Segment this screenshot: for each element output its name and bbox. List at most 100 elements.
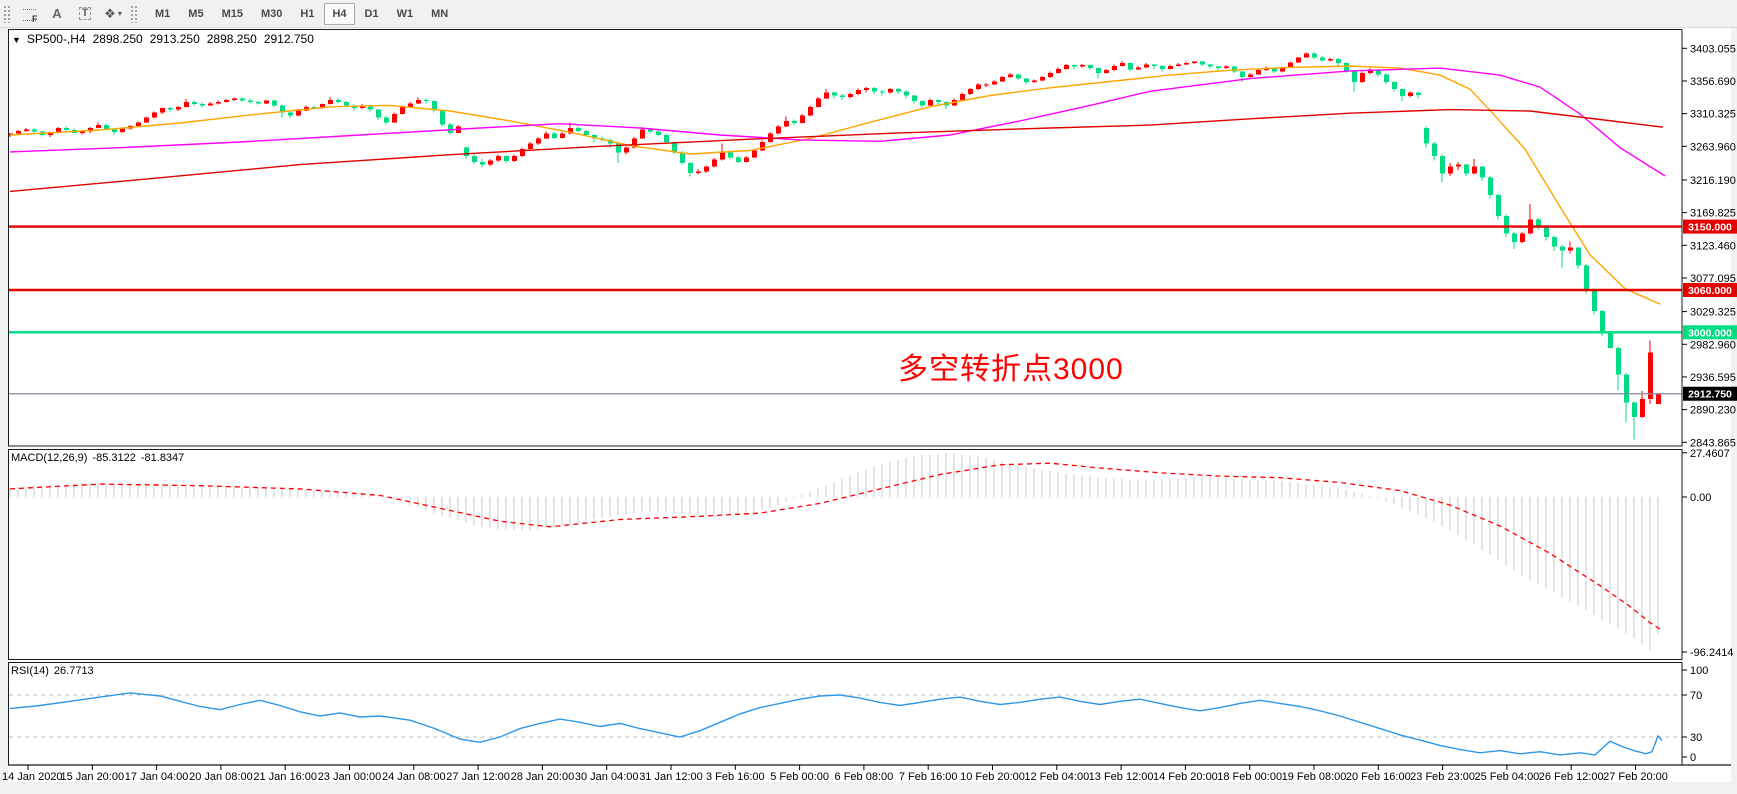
ma-slow-line — [9, 108, 1664, 193]
svg-text:20 Feb 16:00: 20 Feb 16:00 — [1346, 771, 1411, 783]
svg-text:2890.230: 2890.230 — [1690, 405, 1736, 417]
price-badge-3150.000: 3150.000 — [1683, 219, 1737, 234]
svg-text:27 Feb 20:00: 27 Feb 20:00 — [1603, 771, 1668, 783]
fibonacci-icon: F — [22, 8, 38, 24]
text-label-icon: A — [52, 6, 62, 21]
svg-text:10 Feb 20:00: 10 Feb 20:00 — [960, 771, 1025, 783]
macd-panel-border — [8, 449, 1683, 660]
price-panel[interactable] — [8, 51, 1682, 440]
svg-text:30 Jan 04:00: 30 Jan 04:00 — [575, 771, 639, 783]
rsi-name: RSI(14) — [11, 665, 49, 677]
macd-panel[interactable] — [9, 453, 1661, 651]
svg-text:2843.865: 2843.865 — [1690, 437, 1736, 449]
svg-text:3060.000: 3060.000 — [1688, 285, 1732, 297]
svg-text:27.4607: 27.4607 — [1690, 448, 1730, 460]
price-badge-3060.000: 3060.000 — [1683, 282, 1737, 297]
timeframe-button-mn[interactable]: MN — [431, 7, 449, 20]
timeframe-button-m5[interactable]: M5 — [188, 7, 204, 20]
svg-text:3310.325: 3310.325 — [1690, 109, 1736, 121]
svg-text:3000.000: 3000.000 — [1688, 327, 1732, 339]
toolbar-grip-2[interactable] — [130, 4, 138, 23]
macd-indicator-label: MACD(12,26,9) -85.3122 -81.8347 — [11, 452, 184, 464]
svg-text:18 Feb 00:00: 18 Feb 00:00 — [1217, 771, 1282, 783]
svg-text:31 Jan 12:00: 31 Jan 12:00 — [639, 771, 703, 783]
chart-ohlc-title[interactable]: ▼ SP500-,H4 2898.250 2913.250 2898.250 2912.7… — [12, 32, 314, 46]
svg-text:2982.960: 2982.960 — [1690, 339, 1736, 351]
svg-text:3403.055: 3403.055 — [1690, 43, 1736, 55]
svg-text:23 Jan 00:00: 23 Jan 00:00 — [318, 771, 382, 783]
macd-signal-value: -81.8347 — [140, 452, 185, 464]
symbol-timeframe-label: SP500-,H4 — [26, 32, 86, 46]
svg-text:26 Feb 12:00: 26 Feb 12:00 — [1539, 771, 1604, 783]
chevron-down-icon[interactable]: ▾ — [117, 9, 122, 18]
timeframe-button-h4[interactable]: H4 — [324, 2, 355, 25]
svg-text:12 Feb 04:00: 12 Feb 04:00 — [1024, 771, 1089, 783]
toolbar: F A T ❖ ▾ M1 M5 M15 M30 H1 H4 D1 W1 MN — [0, 0, 1737, 28]
svg-text:100: 100 — [1690, 665, 1708, 677]
svg-text:3216.190: 3216.190 — [1690, 175, 1736, 187]
svg-text:3150.000: 3150.000 — [1688, 222, 1732, 234]
svg-text:23 Feb 23:00: 23 Feb 23:00 — [1410, 771, 1475, 783]
open-value: 2898.250 — [92, 32, 143, 46]
text-icon: T — [78, 7, 92, 20]
svg-text:21 Jan 16:00: 21 Jan 16:00 — [253, 771, 317, 783]
arrows-icon: ❖ — [104, 5, 116, 21]
timeframe-button-d1[interactable]: D1 — [364, 7, 379, 20]
svg-text:3169.825: 3169.825 — [1690, 208, 1736, 220]
svg-text:3356.690: 3356.690 — [1690, 76, 1736, 88]
price-panel-border — [8, 29, 1683, 447]
timeframe-button-m15[interactable]: M15 — [221, 7, 243, 20]
svg-text:14 Feb 20:00: 14 Feb 20:00 — [1153, 771, 1218, 783]
fibonacci-button[interactable]: F — [16, 2, 42, 26]
svg-text:24 Jan 08:00: 24 Jan 08:00 — [382, 771, 446, 783]
svg-text:15 Jan 20:00: 15 Jan 20:00 — [60, 771, 124, 783]
chart-window: 3403.055 3356.690 3310.325 3263.960 3216.190… — [0, 28, 1737, 789]
close-value: 2912.750 — [263, 32, 314, 46]
chart-canvas[interactable]: 3403.055 3356.690 3310.325 3263.960 3216.190… — [0, 28, 1737, 789]
svg-text:17 Jan 04:00: 17 Jan 04:00 — [125, 771, 189, 783]
timeframe-button-w1[interactable]: W1 — [396, 7, 414, 20]
chart-text-annotation[interactable]: 多空转折点3000 — [898, 353, 1124, 386]
high-value: 2913.250 — [149, 32, 200, 46]
rsi-line — [9, 692, 1663, 756]
price-badge-3000.000: 3000.000 — [1683, 325, 1737, 340]
arrows-button[interactable]: ❖ ▾ — [100, 2, 126, 26]
macd-name: MACD(12,26,9) — [11, 452, 88, 464]
svg-text:0: 0 — [1690, 752, 1696, 764]
timeframe-button-m1[interactable]: M1 — [155, 7, 171, 20]
svg-text:7 Feb 16:00: 7 Feb 16:00 — [899, 771, 958, 783]
candles-layer[interactable] — [8, 51, 1661, 440]
svg-text:25 Feb 04:00: 25 Feb 04:00 — [1474, 771, 1539, 783]
svg-text:2936.595: 2936.595 — [1690, 372, 1736, 384]
svg-text:3077.095: 3077.095 — [1690, 273, 1736, 285]
text-label-button[interactable]: A — [44, 2, 70, 26]
svg-text:2912.750: 2912.750 — [1688, 389, 1732, 401]
svg-text:14 Jan 2020: 14 Jan 2020 — [2, 771, 63, 783]
svg-text:27 Jan 12:00: 27 Jan 12:00 — [446, 771, 510, 783]
svg-text:-96.2414: -96.2414 — [1690, 647, 1733, 659]
svg-text:3 Feb 16:00: 3 Feb 16:00 — [706, 771, 765, 783]
price-axis[interactable]: 3403.055 3356.690 3310.325 3263.960 3216.190… — [1682, 43, 1737, 764]
timeframe-button-m30[interactable]: M30 — [260, 7, 283, 20]
svg-text:3263.960: 3263.960 — [1690, 141, 1736, 153]
timeframe-button-h1[interactable]: H1 — [300, 7, 315, 20]
svg-text:19 Feb 08:00: 19 Feb 08:00 — [1282, 771, 1347, 783]
svg-text:6 Feb 08:00: 6 Feb 08:00 — [835, 771, 894, 783]
toolbar-grip[interactable] — [3, 4, 11, 23]
macd-value: -85.3122 — [92, 452, 136, 464]
timeframe-group: M1 M5 M15 M30 H1 H4 D1 W1 MN — [146, 2, 457, 25]
rsi-panel[interactable] — [9, 692, 1682, 756]
rsi-indicator-label: RSI(14) 26.7713 — [11, 665, 94, 677]
chart-bg — [8, 28, 1731, 782]
svg-text:28 Jan 20:00: 28 Jan 20:00 — [511, 771, 575, 783]
svg-text:3123.460: 3123.460 — [1690, 240, 1736, 252]
ma-mid-line — [9, 67, 1666, 177]
text-button[interactable]: T — [72, 2, 98, 26]
macd-histogram — [9, 453, 1659, 651]
current-price-badge: 2912.750 — [1683, 386, 1737, 401]
low-value: 2898.250 — [206, 32, 257, 46]
symbol-dropdown-icon[interactable]: ▼ — [12, 35, 21, 45]
svg-text:70: 70 — [1690, 690, 1702, 702]
macd-signal-line — [9, 462, 1661, 630]
